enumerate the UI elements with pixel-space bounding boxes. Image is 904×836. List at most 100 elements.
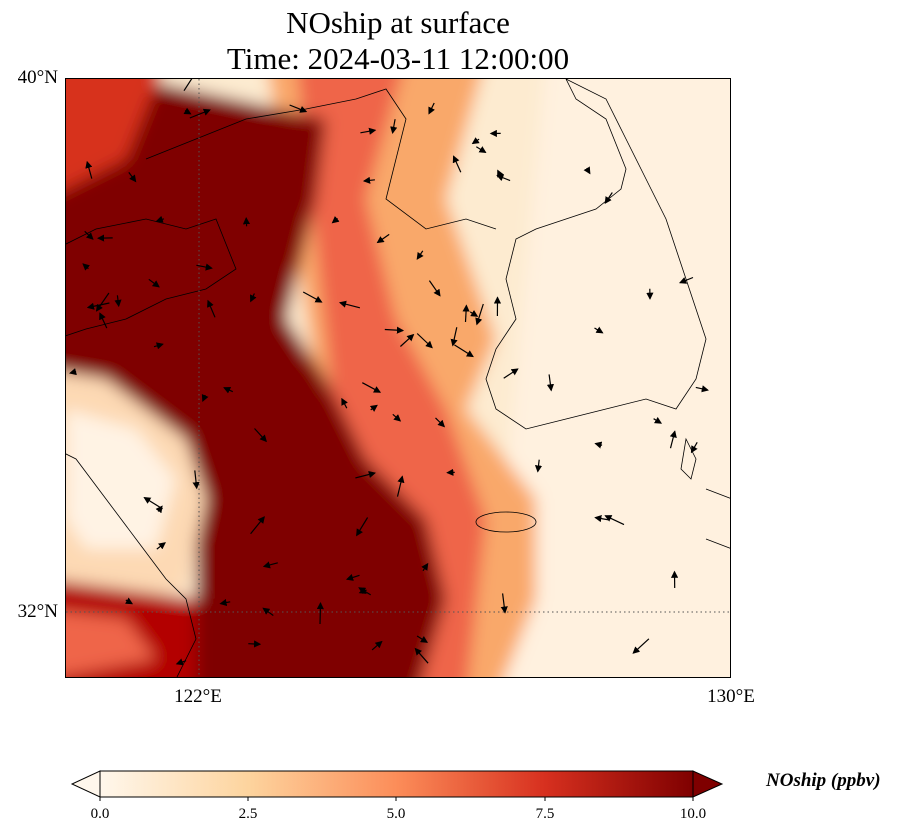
wind-arrow	[175, 658, 187, 666]
wind-arrow	[155, 215, 165, 223]
wind-arrow	[416, 635, 429, 643]
wind-arrow	[399, 333, 415, 347]
wind-arrow	[196, 263, 213, 271]
wind-arrow	[534, 459, 543, 473]
wind-arrow	[500, 593, 508, 614]
wind-arrow	[594, 441, 603, 449]
wind-vector-field	[69, 79, 709, 666]
wind-arrow	[497, 169, 504, 179]
wind-arrow	[362, 382, 382, 393]
wind-arrow	[356, 517, 369, 537]
colorbar-extend-min	[70, 770, 101, 798]
wind-arrow	[192, 470, 200, 490]
wind-arrow	[183, 107, 192, 115]
wind-arrow	[678, 276, 694, 284]
wind-arrow	[125, 597, 134, 605]
wind-arrow	[594, 326, 604, 334]
wind-arrow	[604, 192, 613, 204]
wind-arrow	[390, 119, 398, 134]
wind-arrow	[223, 386, 234, 394]
wind-arrow	[345, 574, 360, 581]
wind-arrow	[371, 640, 383, 651]
gridlines	[66, 79, 730, 677]
wind-arrow	[143, 496, 163, 510]
wind-arrow	[452, 155, 462, 173]
wind-arrow	[341, 397, 348, 409]
lat-label-32n: 32°N	[17, 601, 58, 622]
wind-arrow	[604, 515, 625, 526]
wind-arrow	[428, 280, 441, 297]
wind-arrow	[503, 368, 519, 379]
map-title-line1: NOship at surface	[286, 5, 510, 40]
wind-arrow	[450, 327, 458, 347]
wind-arrow	[428, 102, 435, 115]
colorbar-tick-10: 10.0	[679, 806, 707, 822]
wind-arrow	[358, 587, 367, 594]
wind-arrow	[155, 505, 163, 514]
wind-arrow	[475, 303, 484, 326]
map-title-line2: Time: 2024-03-11 12:00:00	[226, 41, 570, 76]
wind-arrow	[421, 562, 429, 572]
wind-arrow	[82, 263, 91, 271]
wind-arrow	[338, 300, 361, 309]
wind-arrow	[469, 309, 479, 317]
wind-arrow	[392, 413, 402, 422]
wind-arrow	[690, 442, 698, 454]
wind-arrow	[695, 385, 709, 393]
wind-arrow	[435, 417, 446, 428]
wind-arrow	[95, 292, 110, 312]
wind-arrow	[462, 304, 470, 323]
wind-arrow	[250, 293, 257, 303]
wind-arrow	[254, 428, 268, 443]
wind-arrow	[384, 326, 405, 334]
wind-arrow	[219, 598, 231, 607]
wind-arrow	[148, 278, 160, 288]
wind-arrow	[376, 233, 390, 244]
wind-arrow	[653, 416, 663, 424]
concentration-field-map	[66, 79, 730, 677]
lon-label-122e: 122°E	[174, 686, 222, 707]
colorbar-gradient	[99, 770, 694, 798]
wind-arrow	[546, 374, 554, 392]
colorbar-tick-7-5: 7.5	[535, 806, 555, 822]
wind-arrow	[207, 299, 216, 318]
wind-arrow	[128, 172, 137, 183]
wind-arrow	[153, 342, 164, 350]
wind-arrow	[669, 430, 677, 449]
wind-arrow	[355, 470, 376, 479]
wind-arrow	[250, 516, 265, 535]
wind-arrow	[262, 561, 278, 569]
wind-arrow	[583, 166, 591, 175]
wind-arrow	[454, 344, 474, 358]
wind-arrow	[85, 160, 93, 179]
wind-arrow	[416, 250, 424, 260]
wind-arrow	[99, 312, 108, 329]
colorbar-tick-5: 5.0	[386, 806, 406, 822]
wind-arrow	[69, 368, 77, 376]
wind-arrow	[369, 404, 378, 412]
map-panel	[65, 78, 731, 678]
colorbar-tick-0: 0.0	[90, 806, 110, 822]
wind-arrow	[416, 333, 433, 349]
colorbar-label: NOship (ppbv)	[766, 770, 881, 791]
colorbar-extend-max	[692, 770, 724, 798]
wind-arrow	[114, 295, 122, 308]
wind-arrow	[262, 607, 274, 616]
colorbar-tick-2-5: 2.5	[238, 806, 258, 822]
wind-arrow	[289, 104, 308, 113]
wind-arrow	[302, 291, 323, 303]
wind-arrow	[414, 647, 429, 664]
wind-arrow	[360, 127, 377, 135]
concentration-field	[66, 79, 730, 677]
wind-arrow	[331, 216, 340, 224]
wind-arrow	[84, 230, 94, 240]
wind-arrow	[475, 146, 487, 154]
wind-arrow	[183, 79, 197, 92]
lat-label-40n: 40°N	[17, 67, 58, 88]
wind-arrow	[471, 137, 480, 145]
wind-arrow	[189, 108, 211, 119]
wind-arrow	[201, 393, 209, 403]
wind-arrow	[248, 640, 262, 648]
colorbar	[70, 770, 724, 801]
wind-arrow	[316, 602, 324, 625]
